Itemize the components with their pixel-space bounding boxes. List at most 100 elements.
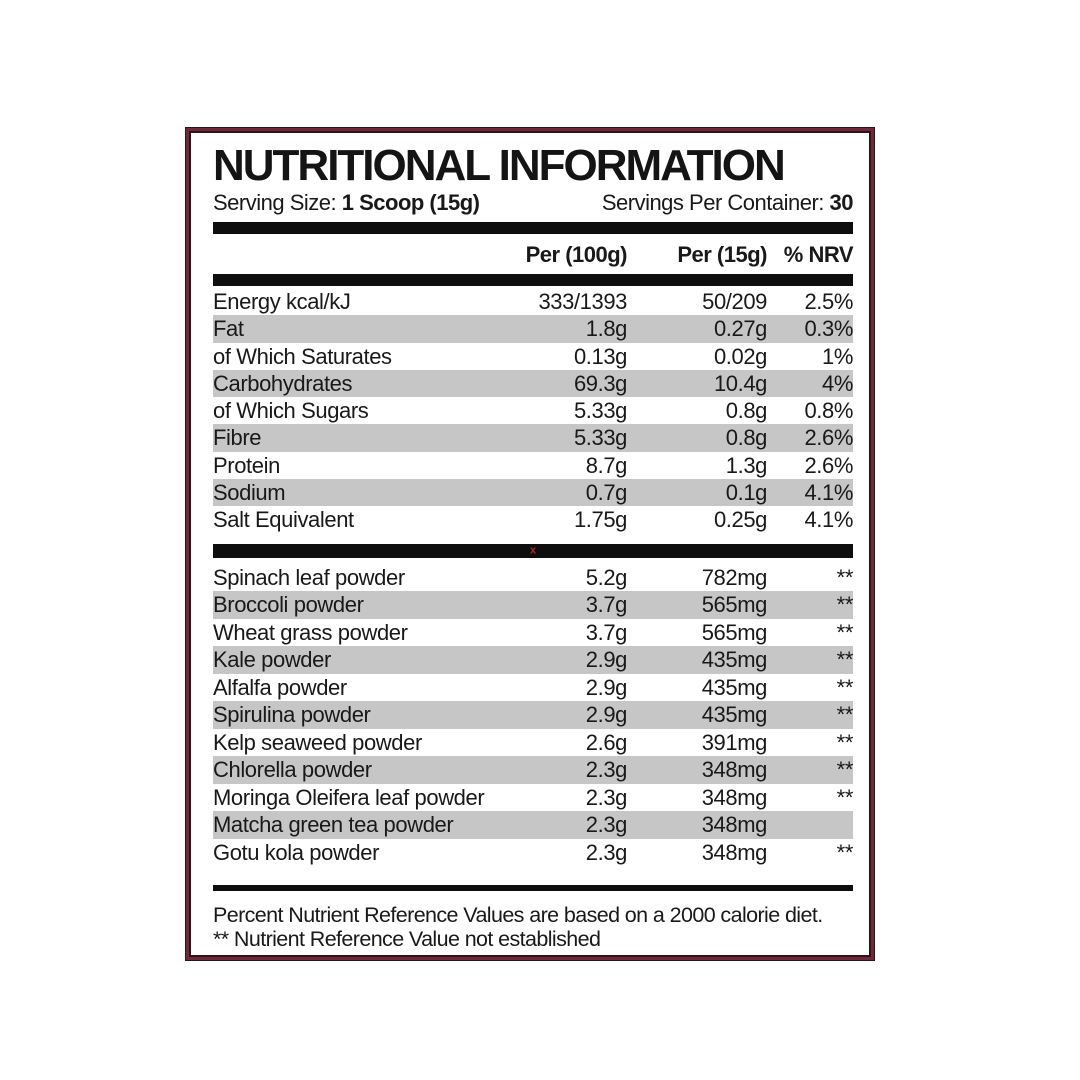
ingredient-per15g-value: 435mg [701,702,768,728]
ingredient-per15g-value: 348mg [701,784,768,810]
ingredient-name: Kale powder [213,647,331,673]
divider-bar-section: x [213,543,853,558]
divider-marker: x [529,544,537,557]
ingredient-row: Spirulina powder 2.9g 435mg ** [213,701,853,729]
ingredient-row: Moringa Oleifera leaf powder 2.3g 348mg … [213,784,853,812]
ingredient-table: Spinach leaf powder 5.2g 782mg ** Brocco… [213,564,853,867]
nutrient-nrv-value: 4.1% [804,480,853,506]
nutrient-name: Salt Equivalent [213,507,354,533]
ingredient-name: Wheat grass powder [213,619,408,645]
nutrient-name: Sodium [213,480,286,506]
ingredient-per15g-value: 435mg [701,647,768,673]
nutrient-name: Energy kcal/kJ [213,289,351,314]
ingredient-name: Alfalfa powder [213,674,347,700]
nutrient-nrv-value: 1% [822,343,853,369]
nutrient-nrv-value: 0.3% [804,316,853,342]
divider-bar-top [213,222,853,234]
ingredient-per100g-value: 2.3g [585,757,628,783]
ingredient-name: Broccoli powder [213,592,364,618]
nutrient-per15g-value: 0.25g [713,507,767,533]
nutrient-per100g-value: 1.75g [573,507,627,533]
ingredient-per100g-value: 2.9g [585,674,628,700]
nutrient-row: Energy kcal/kJ 333/1393 50/209 2.5% [213,288,853,315]
serving-size: Serving Size: 1 Scoop (15g) [213,190,480,216]
ingredient-row: Kelp seaweed powder 2.6g 391mg ** [213,729,853,757]
ingredient-nrv-value: ** [836,674,854,700]
nutrient-table: Energy kcal/kJ 333/1393 50/209 2.5% Fat … [213,288,853,534]
ingredient-row: Gotu kola powder 2.3g 348mg ** [213,839,853,867]
nutrient-name: Protein [213,452,280,478]
footnote-nrv-basis: Percent Nutrient Reference Values are ba… [213,903,823,928]
nutrient-row: Protein 8.7g 1.3g 2.6% [213,452,853,479]
ingredient-per100g-value: 2.9g [585,702,628,728]
ingredient-per100g-value: 3.7g [585,592,628,618]
ingredient-row: Wheat grass powder 3.7g 565mg ** [213,619,853,647]
nutrient-nrv-value: 2.6% [804,425,853,451]
ingredient-per15g-value: 348mg [701,839,768,865]
servings-per-container: Servings Per Container: 30 [601,190,854,216]
nutrient-name: Carbohydrates [213,370,353,396]
ingredient-per15g-value: 348mg [701,812,768,838]
nutrient-per15g-value: 0.27g [713,316,767,342]
column-header-row: Per (100g) Per (15g) % NRV [213,234,854,274]
ingredient-per15g-value: 782mg [701,564,768,590]
ingredient-row: Chlorella powder 2.3g 348mg ** [213,756,853,784]
ingredient-nrv-value: ** [836,592,854,618]
nutrient-nrv-value: 0.8% [804,398,853,424]
ingredient-name: Spinach leaf powder [213,564,405,590]
divider-bar-header [213,274,853,286]
column-header-nrv: % NRV [783,242,854,267]
nutrient-row: of Which Saturates 0.13g 0.02g 1% [213,343,853,370]
ingredient-nrv-value: ** [836,729,854,755]
nutrient-per15g-value: 0.8g [725,398,768,424]
ingredient-nrv-value: ** [836,619,854,645]
nutrient-nrv-value: 2.6% [804,452,853,478]
nutrient-name: Fat [213,316,244,342]
ingredient-row: Spinach leaf powder 5.2g 782mg ** [213,564,853,592]
servings-per-container-value: 30 [829,190,854,215]
ingredient-name: Spirulina powder [213,702,371,728]
ingredient-per100g-value: 3.7g [585,619,628,645]
ingredient-name: Kelp seaweed powder [213,729,422,755]
nutrient-row: Fat 1.8g 0.27g 0.3% [213,315,853,343]
column-header-per100g: Per (100g) [525,242,628,267]
column-header-per15g: Per (15g) [677,242,767,267]
nutrient-nrv-value: 4% [822,370,853,396]
ingredient-per15g-value: 348mg [701,757,768,783]
label-title: NUTRITIONAL INFORMATION [213,141,786,190]
serving-size-label: Serving Size: [213,190,337,215]
ingredient-per100g-value: 2.3g [585,839,628,865]
nutrient-per100g-value: 1.8g [585,316,628,342]
nutrient-nrv-value: 2.5% [804,289,853,314]
ingredient-row: Alfalfa powder 2.9g 435mg ** [213,674,853,702]
divider-bar-bottom [213,885,853,892]
nutrient-per15g-value: 1.3g [725,452,768,478]
ingredient-row: Kale powder 2.9g 435mg ** [213,646,853,674]
ingredient-per15g-value: 435mg [701,674,768,700]
servings-per-container-label: Servings Per Container: [601,190,825,215]
ingredient-nrv-value: ** [836,647,854,673]
nutrient-per15g-value: 50/209 [702,289,767,314]
nutrient-row: Carbohydrates 69.3g 10.4g 4% [213,369,853,398]
nutrient-per100g-value: 5.33g [573,398,627,424]
nutrient-name: Fibre [213,425,262,451]
footnotes: Percent Nutrient Reference Values are ba… [213,903,853,951]
footnote-nrv-not-established: ** Nutrient Reference Value not establis… [213,927,601,952]
ingredient-per100g-value: 2.9g [585,647,628,673]
ingredient-nrv-value: ** [836,757,854,783]
ingredient-name: Matcha green tea powder [213,812,454,838]
ingredient-name: Gotu kola powder [213,839,380,865]
nutrient-per15g-value: 10.4g [713,370,767,396]
ingredient-nrv-value: ** [836,784,854,810]
ingredient-name: Moringa Oleifera leaf powder [213,784,485,810]
ingredient-nrv-value: ** [836,702,854,728]
nutrition-label: NUTRITIONAL INFORMATION Serving Size: 1 … [191,133,869,955]
nutrient-per15g-value: 0.02g [713,343,767,369]
nutrient-row: Fibre 5.33g 0.8g 2.6% [213,424,853,452]
ingredient-row: Broccoli powder 3.7g 565mg ** [213,591,853,619]
ingredient-per15g-value: 565mg [701,619,768,645]
nutrient-name: of Which Saturates [213,343,392,369]
nutrient-per100g-value: 5.33g [573,425,627,451]
nutrient-name: of Which Sugars [213,398,369,424]
